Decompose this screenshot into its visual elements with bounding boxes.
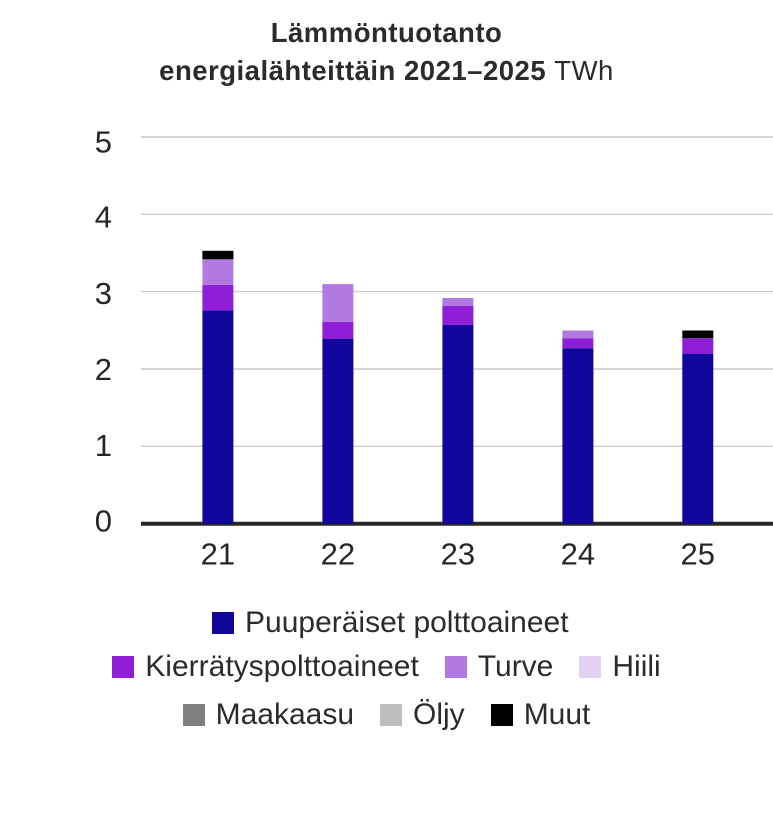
svg-text:3: 3 xyxy=(95,276,112,311)
svg-text:1: 1 xyxy=(95,428,112,463)
svg-text:25: 25 xyxy=(681,537,715,572)
svg-text:2: 2 xyxy=(95,352,112,387)
svg-text:24: 24 xyxy=(561,537,595,572)
svg-text:21: 21 xyxy=(201,537,235,572)
svg-text:4: 4 xyxy=(95,200,112,235)
svg-text:0: 0 xyxy=(95,504,112,539)
svg-text:5: 5 xyxy=(95,124,112,159)
svg-text:22: 22 xyxy=(321,537,355,572)
svg-text:23: 23 xyxy=(441,537,475,572)
